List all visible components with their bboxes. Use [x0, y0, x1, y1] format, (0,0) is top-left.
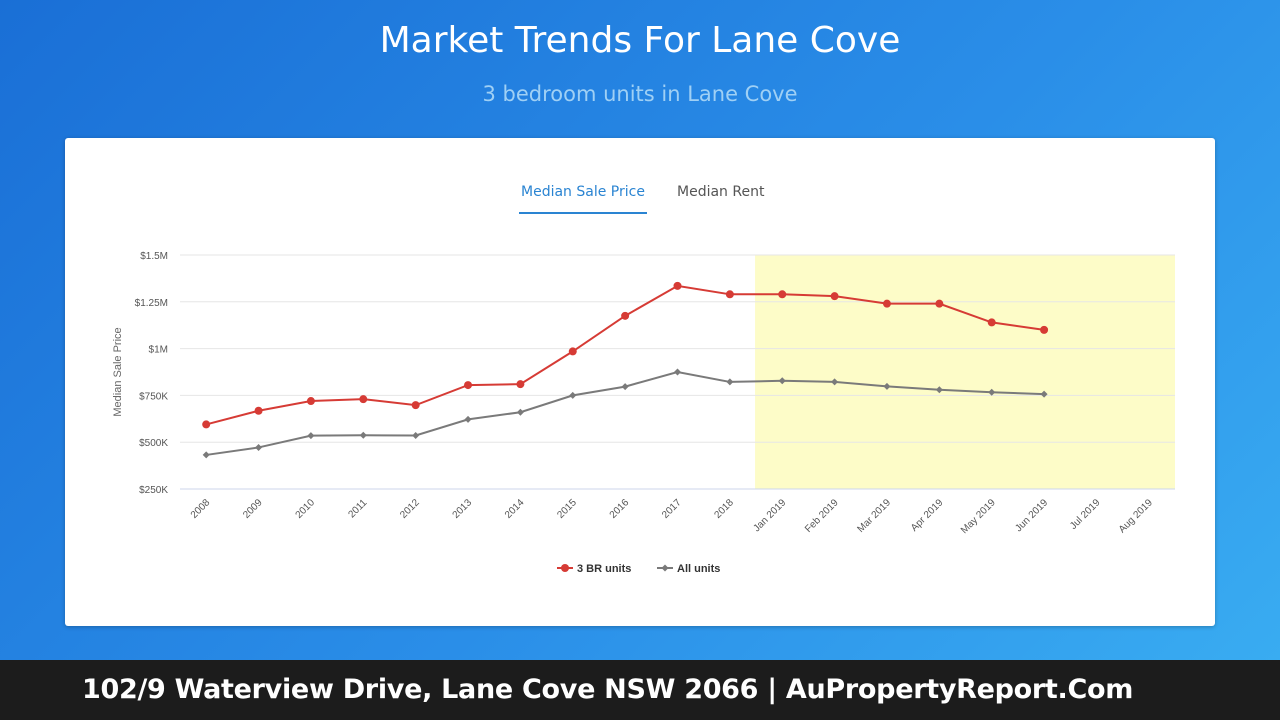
- x-tick-label: 2012: [398, 497, 422, 521]
- x-tick-label: 2011: [346, 497, 369, 520]
- data-point: [988, 388, 996, 396]
- data-point: [411, 401, 420, 410]
- data-point: [1040, 325, 1049, 334]
- legend-marker: [561, 564, 569, 572]
- data-point: [569, 391, 577, 399]
- x-tick-label: 2015: [555, 497, 579, 521]
- x-tick-label: Apr 2019: [909, 497, 946, 534]
- data-point: [254, 406, 263, 415]
- tab-median-rent[interactable]: Median Rent: [677, 184, 765, 200]
- x-tick-label: 2014: [503, 497, 527, 521]
- data-point: [255, 443, 263, 451]
- y-tick-label: $1M: [149, 345, 168, 356]
- data-point: [673, 281, 682, 290]
- data-point: [883, 382, 891, 390]
- highlight-band: [755, 255, 1175, 489]
- data-point: [464, 381, 473, 390]
- x-tick-label: 2017: [660, 497, 684, 521]
- data-point: [359, 431, 367, 439]
- chart-card: Median Sale Price Median Rent $1.5M $1.25…: [65, 138, 1215, 626]
- y-tick-label: $250K: [139, 485, 168, 496]
- data-point: [778, 377, 786, 385]
- data-point: [621, 311, 630, 320]
- x-tick-label: Jun 2019: [1013, 497, 1050, 534]
- data-point: [987, 318, 996, 327]
- x-tick-label: 2013: [451, 497, 475, 521]
- legend-label: 3 BR units: [577, 563, 631, 575]
- data-point: [307, 432, 315, 440]
- data-point: [882, 299, 891, 308]
- y-tick-label: $1.25M: [135, 298, 168, 309]
- legend-item: All units: [657, 563, 720, 575]
- y-tick-label: $500K: [139, 438, 168, 449]
- x-tick-label: Jan 2019: [751, 497, 788, 534]
- data-point: [674, 368, 681, 376]
- x-tick-label: 2016: [608, 497, 632, 521]
- data-point: [726, 378, 734, 386]
- legend-label: All units: [677, 563, 720, 575]
- y-axis-title: Median Sale Price: [112, 327, 124, 416]
- data-point: [621, 383, 629, 391]
- x-tick-label: 2010: [294, 497, 318, 521]
- x-tick-label: 2008: [189, 497, 213, 521]
- data-point: [831, 378, 839, 386]
- data-point: [568, 347, 577, 356]
- x-tick-label: May 2019: [959, 497, 998, 536]
- data-point: [935, 386, 943, 394]
- x-tick-label: Jul 2019: [1068, 497, 1103, 532]
- legend-item: 3 BR units: [557, 563, 631, 575]
- x-tick-label: 2009: [241, 497, 265, 521]
- y-tick-label: $1.5M: [140, 251, 168, 262]
- data-point: [725, 290, 734, 299]
- data-point: [359, 395, 368, 404]
- data-point: [306, 397, 315, 406]
- data-point: [935, 299, 944, 308]
- data-point: [412, 431, 420, 439]
- line-chart: $1.5M $1.25M $1M $750K $500K $250K Median Sale…: [112, 251, 1175, 575]
- data-point: [516, 380, 525, 389]
- data-point: [464, 415, 472, 423]
- chart-tabs: Median Sale Price Median Rent: [65, 182, 1215, 218]
- data-point: [202, 451, 210, 459]
- x-tick-label: Feb 2019: [803, 497, 841, 535]
- data-point: [1040, 390, 1048, 398]
- x-tick-label: Mar 2019: [855, 497, 893, 535]
- footer-address: 102/9 Waterview Drive, Lane Cove NSW 206…: [82, 674, 1134, 705]
- legend-marker: [661, 564, 669, 572]
- y-tick-label: $750K: [139, 391, 168, 402]
- x-tick-label: 2018: [712, 497, 736, 521]
- page-subtitle: 3 bedroom units in Lane Cove: [482, 82, 798, 106]
- data-point: [202, 420, 211, 429]
- data-point: [516, 408, 524, 416]
- x-tick-label: Aug 2019: [1117, 497, 1155, 535]
- data-point: [830, 292, 839, 301]
- tab-median-sale-price[interactable]: Median Sale Price: [519, 182, 647, 214]
- footer-bar: 102/9 Waterview Drive, Lane Cove NSW 206…: [0, 660, 1280, 720]
- legend: 3 BR units All units: [557, 563, 720, 575]
- data-point: [778, 290, 787, 299]
- page-title: Market Trends For Lane Cove: [379, 20, 901, 61]
